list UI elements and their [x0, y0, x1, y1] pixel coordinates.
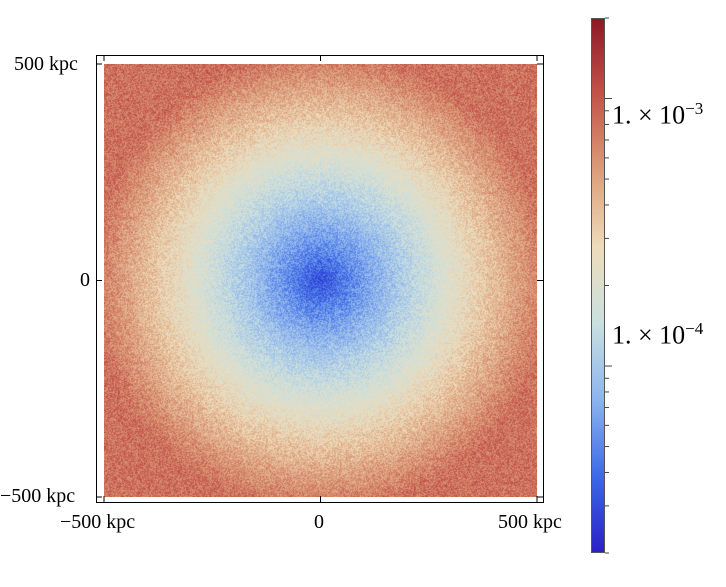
x-tick-label-500: 500 kpc	[498, 511, 562, 533]
x-tick-label-neg500: −500 kpc	[60, 511, 136, 533]
colorbar	[591, 18, 605, 553]
colorbar-label-1e-3-mantissa: 1. × 10	[612, 100, 686, 130]
y-tick-label-neg500: −500 kpc	[0, 485, 76, 507]
y-tick-label-500: 500 kpc	[14, 53, 78, 75]
colorbar-label-1e-3-exponent: −3	[685, 99, 704, 118]
colorbar-label-1e-3: 1. × 10−3	[612, 100, 703, 129]
colorbar-label-1e-4-mantissa: 1. × 10	[612, 320, 686, 350]
colorbar-label-1e-4: 1. × 10−4	[612, 320, 703, 349]
colorbar-label-1e-4-exponent: −4	[685, 319, 704, 338]
x-tick-label-0: 0	[314, 511, 324, 533]
y-tick-label-0: 0	[80, 269, 90, 291]
heatmap-image	[104, 64, 537, 497]
